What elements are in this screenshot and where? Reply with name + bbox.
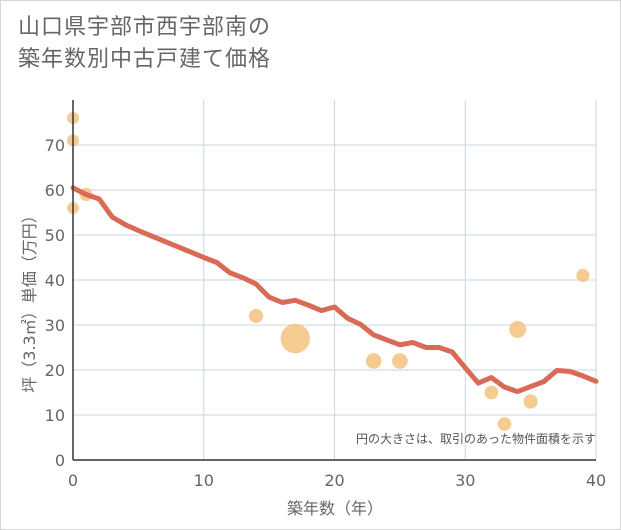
chart-title-line1: 山口県宇部市西宇部南の: [18, 15, 272, 40]
x-tick-label: 0: [68, 471, 78, 490]
x-axis-label: 築年数（年）: [287, 499, 383, 518]
data-point: [497, 417, 512, 431]
y-tick-label: 70: [45, 136, 65, 155]
data-point: [484, 385, 499, 400]
x-tick-label: 20: [324, 471, 344, 490]
axes: [72, 100, 596, 461]
data-point: [280, 323, 310, 354]
y-tick-label: 30: [45, 316, 65, 335]
trend-line-layer: [70, 185, 599, 395]
data-point: [523, 394, 538, 409]
data-points: [67, 112, 590, 431]
grid-lines: [73, 100, 597, 460]
data-point: [248, 308, 264, 324]
chart-note: 円の大きさは、取引のあった物件面積を示す: [356, 431, 596, 446]
trend-line: [70, 185, 599, 395]
data-point: [576, 268, 590, 283]
y-axis-label: 坪（3.3㎡）単価（万円）: [20, 207, 39, 392]
y-tick-label: 20: [45, 361, 65, 380]
x-tick-label: 10: [194, 471, 214, 490]
y-tick-label: 40: [45, 271, 65, 290]
tick-labels: 0 10 20 30 40 0 10 20 30 40 50 60 70: [45, 136, 607, 490]
y-tick-label: 0: [55, 451, 65, 470]
chart-title-line2: 築年数別中古戸建て価格: [18, 47, 272, 72]
y-tick-label: 50: [45, 226, 65, 245]
y-tick-label: 60: [45, 181, 65, 200]
y-tick-label: 10: [45, 406, 65, 425]
data-point: [365, 353, 382, 369]
x-tick-label: 40: [586, 471, 606, 490]
data-point: [509, 321, 527, 338]
x-tick-label: 30: [455, 471, 475, 490]
chart-title: 山口県宇部市西宇部南の 築年数別中古戸建て価格: [18, 12, 578, 76]
data-point: [392, 353, 408, 369]
